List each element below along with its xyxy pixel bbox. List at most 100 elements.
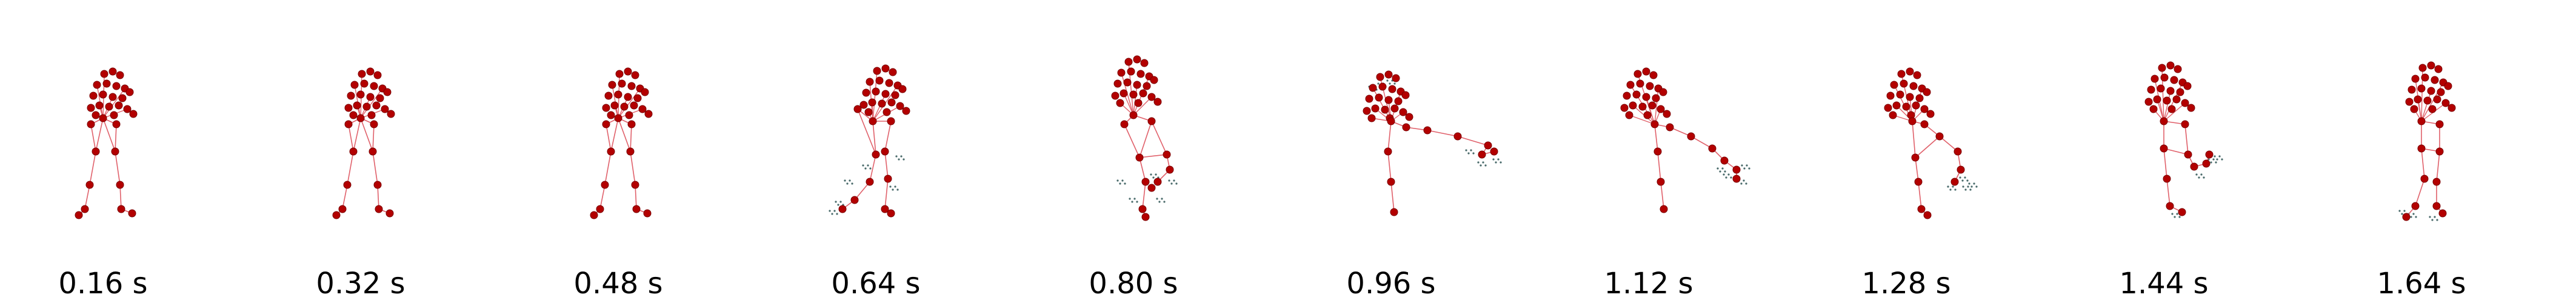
head-marker [92, 111, 100, 119]
joint-marker [373, 181, 382, 189]
skeleton-bone [1133, 96, 1152, 116]
motion-trace-dot [1952, 185, 1954, 188]
skeleton-bone [1912, 121, 1916, 158]
frame-time-label: 1.28 s [1861, 267, 1951, 301]
motion-trace-dot [1500, 161, 1502, 164]
joint-marker [2438, 209, 2447, 218]
motion-trace-dot [1717, 167, 1719, 170]
joint-marker [1129, 111, 1138, 119]
motion-trace-dot [1472, 152, 1475, 155]
frame-time-label: 1.44 s [2119, 267, 2209, 301]
head-marker [859, 101, 868, 109]
joint-marker [117, 205, 125, 213]
head-marker [366, 93, 375, 101]
motion-trace-dot [1389, 82, 1391, 85]
joint-marker [99, 114, 107, 122]
joint-marker [1950, 178, 1959, 186]
head-marker [1123, 78, 1132, 87]
motion-trace-dot [2410, 216, 2412, 218]
skeleton-bone [618, 118, 631, 152]
head-marker [373, 71, 382, 79]
head-marker [1892, 101, 1901, 110]
joint-marker [369, 147, 377, 156]
head-marker [1388, 85, 1396, 93]
motion-trace-dot [2434, 216, 2436, 218]
head-marker [2149, 105, 2158, 113]
head-marker [2187, 104, 2195, 112]
skeleton-frame-8 [1884, 67, 1978, 219]
skeleton-frame-4 [829, 64, 910, 218]
motion-trace-dot [1964, 176, 1966, 179]
head-marker [1113, 79, 1122, 88]
motion-trace-dot [1377, 82, 1380, 85]
motion-trace-dot [835, 201, 837, 203]
skeleton-bone [2163, 102, 2186, 122]
motion-trace-dot [1133, 198, 1136, 200]
skeleton-frame-3 [590, 67, 653, 219]
head-marker [608, 81, 616, 89]
joint-marker [596, 205, 604, 213]
motion-trace-dot [895, 155, 898, 158]
head-marker [1890, 81, 1898, 89]
motion-trace-dot [896, 188, 899, 191]
head-marker [116, 71, 124, 79]
joint-marker [1666, 123, 1674, 132]
motion-trace-dot [2403, 210, 2406, 212]
head-marker [2423, 96, 2432, 105]
joint-marker [1687, 132, 1695, 141]
motion-trace-dot [2436, 219, 2438, 221]
head-marker [873, 67, 881, 75]
frame-time-label: 0.96 s [1346, 267, 1436, 301]
motion-trace-dot [1168, 179, 1170, 182]
head-marker [624, 67, 632, 76]
motion-trace-dot [869, 167, 872, 170]
head-marker [902, 107, 910, 115]
head-marker [1369, 84, 1377, 92]
head-marker [387, 110, 395, 118]
head-marker [1648, 101, 1657, 110]
joint-marker [1920, 120, 1929, 128]
head-marker [1625, 111, 1633, 119]
skeleton-bone [884, 151, 889, 179]
head-marker [1663, 110, 1671, 118]
motion-trace-dot [2431, 219, 2434, 221]
motion-trace-dot [849, 179, 851, 182]
motion-trace-dot [1748, 167, 1750, 170]
motion-trace-dot [1386, 79, 1389, 82]
head-marker [1897, 70, 1906, 78]
head-marker [2157, 84, 2165, 93]
skeleton-bone [2421, 90, 2432, 122]
motion-trace-dot [2195, 173, 2198, 176]
skeleton-bone [854, 181, 870, 201]
head-marker [1143, 82, 1151, 90]
motion-trace-dot [1947, 185, 1949, 188]
joint-marker [370, 120, 378, 128]
head-marker [1906, 93, 1914, 101]
skeleton-bone [115, 151, 121, 185]
head-marker [1920, 105, 1929, 113]
head-marker [2431, 76, 2439, 84]
joint-marker [2402, 213, 2411, 221]
head-marker [2418, 64, 2427, 72]
skeleton-bone [2166, 178, 2171, 207]
head-marker [93, 81, 101, 89]
head-marker [367, 111, 376, 119]
joint-marker [838, 205, 847, 213]
skeleton-bone [353, 118, 361, 152]
head-marker [1626, 81, 1635, 89]
motion-trace-dot [2429, 216, 2431, 218]
head-marker [105, 102, 113, 111]
head-marker [615, 70, 624, 78]
skeleton-frame-10 [2398, 61, 2456, 221]
joint-marker [2202, 159, 2211, 168]
joint-marker [2166, 202, 2174, 210]
skeleton-bone [2421, 148, 2425, 179]
head-marker [881, 90, 890, 98]
motion-trace-dot [1129, 198, 1131, 200]
joint-marker [602, 120, 610, 128]
head-marker [1365, 95, 1373, 103]
joint-marker [1490, 147, 1498, 156]
skeleton-bone [1918, 181, 1922, 210]
head-marker [1367, 114, 1376, 122]
head-marker [99, 90, 107, 99]
